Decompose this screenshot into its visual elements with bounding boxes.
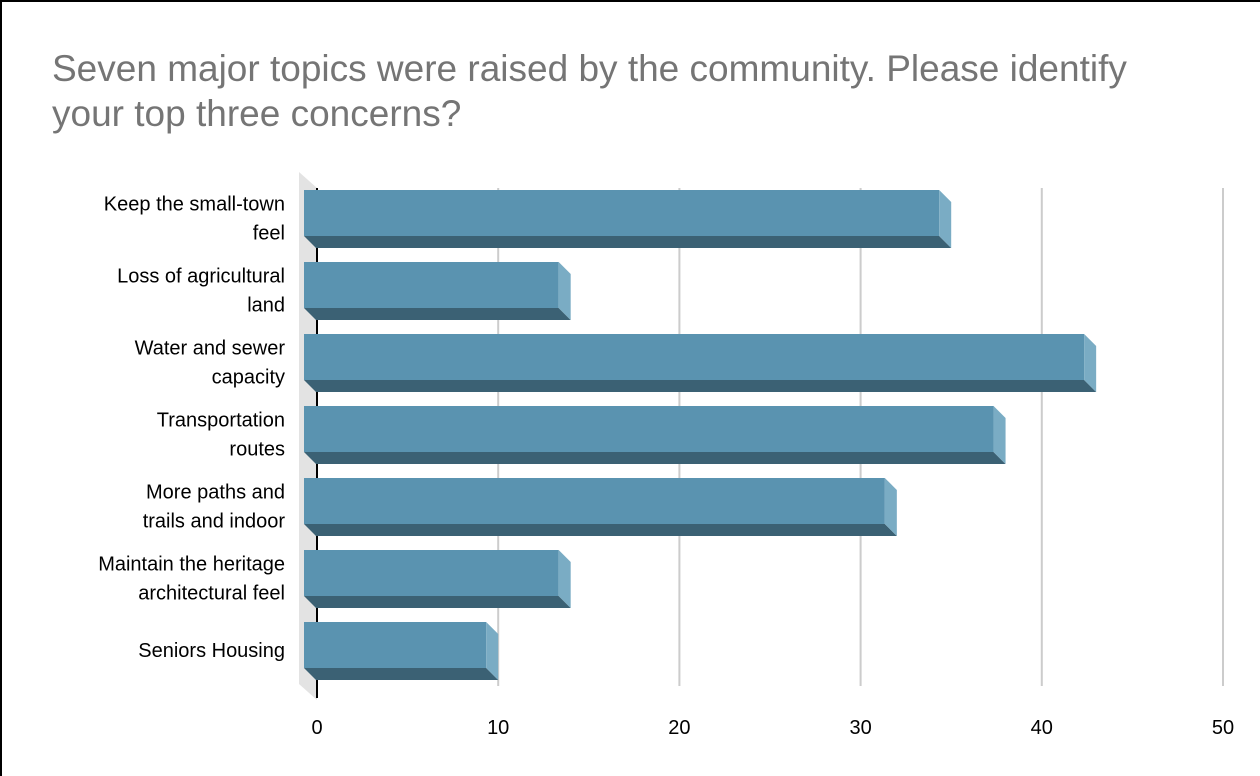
category-label: Water and sewer — [135, 338, 286, 360]
x-tick-label: 20 — [668, 717, 690, 739]
x-tick-label: 30 — [849, 717, 871, 739]
category-label: Keep the small-town — [104, 194, 285, 216]
category-label: Loss of agricultural — [117, 266, 285, 288]
x-tick-label: 10 — [487, 717, 509, 739]
x-tick-label: 40 — [1031, 717, 1053, 739]
bar — [304, 334, 1097, 392]
category-label: trails and indoor — [143, 511, 286, 533]
bar — [304, 478, 897, 536]
category-label: More paths and — [146, 482, 285, 504]
category-label: feel — [253, 223, 285, 245]
category-label: routes — [229, 439, 285, 461]
chart-title: Seven major topics were raised by the co… — [52, 48, 1127, 134]
x-tick-label: 50 — [1212, 717, 1234, 739]
bar — [304, 190, 952, 248]
category-label: Maintain the heritage — [98, 554, 285, 576]
bar — [304, 406, 1006, 464]
bar — [304, 550, 571, 608]
category-label: Seniors Housing — [138, 640, 285, 662]
x-tick-label: 0 — [311, 717, 322, 739]
category-label: architectural feel — [138, 583, 285, 605]
category-label: Transportation — [157, 410, 285, 432]
category-label: capacity — [212, 367, 285, 389]
bar — [304, 622, 499, 680]
category-label: land — [247, 295, 285, 317]
bar — [304, 262, 571, 320]
